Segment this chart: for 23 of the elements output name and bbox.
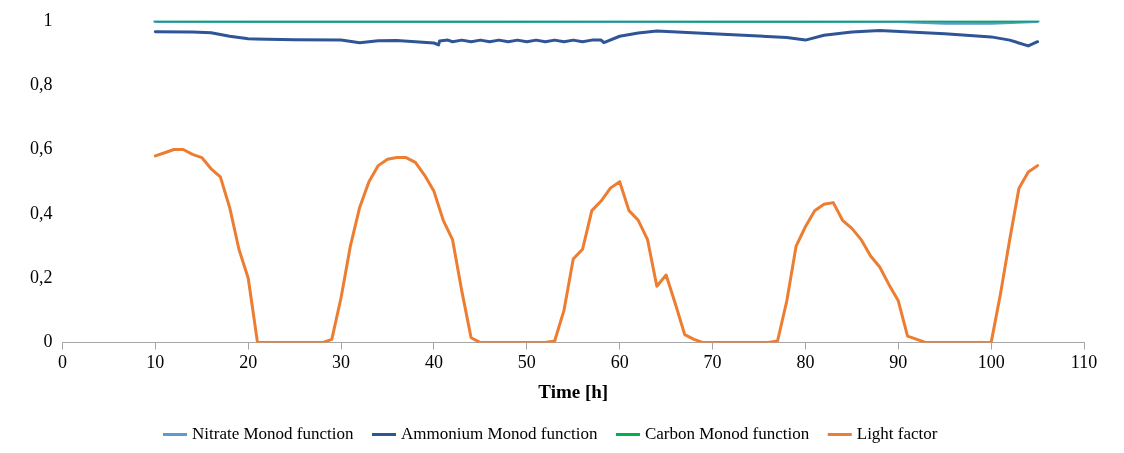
x-tick-label: 20	[239, 352, 258, 373]
x-axis-title: Time [h]	[538, 380, 609, 402]
y-tick-label: 1	[43, 9, 53, 30]
legend-label: Carbon Monod function	[644, 423, 810, 443]
y-tick-label: 0,6	[30, 138, 53, 159]
y-tick-label: 0,4	[30, 202, 53, 223]
y-tick-label: 0	[43, 331, 53, 352]
x-tick-label: 40	[424, 352, 443, 373]
x-tick-label: 80	[796, 352, 815, 373]
legend-label: Ammonium Monod function	[401, 423, 598, 443]
legend-label: Light factor	[856, 423, 938, 443]
x-tick-label: 90	[889, 352, 908, 373]
x-tick-label: 10	[146, 352, 165, 373]
x-tick-label: 110	[1070, 352, 1098, 373]
legend-label: Nitrate Monod function	[192, 423, 354, 443]
x-tick-label: 0	[58, 352, 67, 373]
x-tick-label: 60	[610, 352, 629, 373]
x-tick-label: 30	[332, 352, 351, 373]
y-tick-label: 0,2	[30, 266, 53, 287]
x-tick-label: 100	[977, 352, 1005, 373]
x-tick-label: 50	[517, 352, 536, 373]
x-tick-label: 70	[703, 352, 722, 373]
y-tick-label: 0,8	[30, 73, 53, 94]
